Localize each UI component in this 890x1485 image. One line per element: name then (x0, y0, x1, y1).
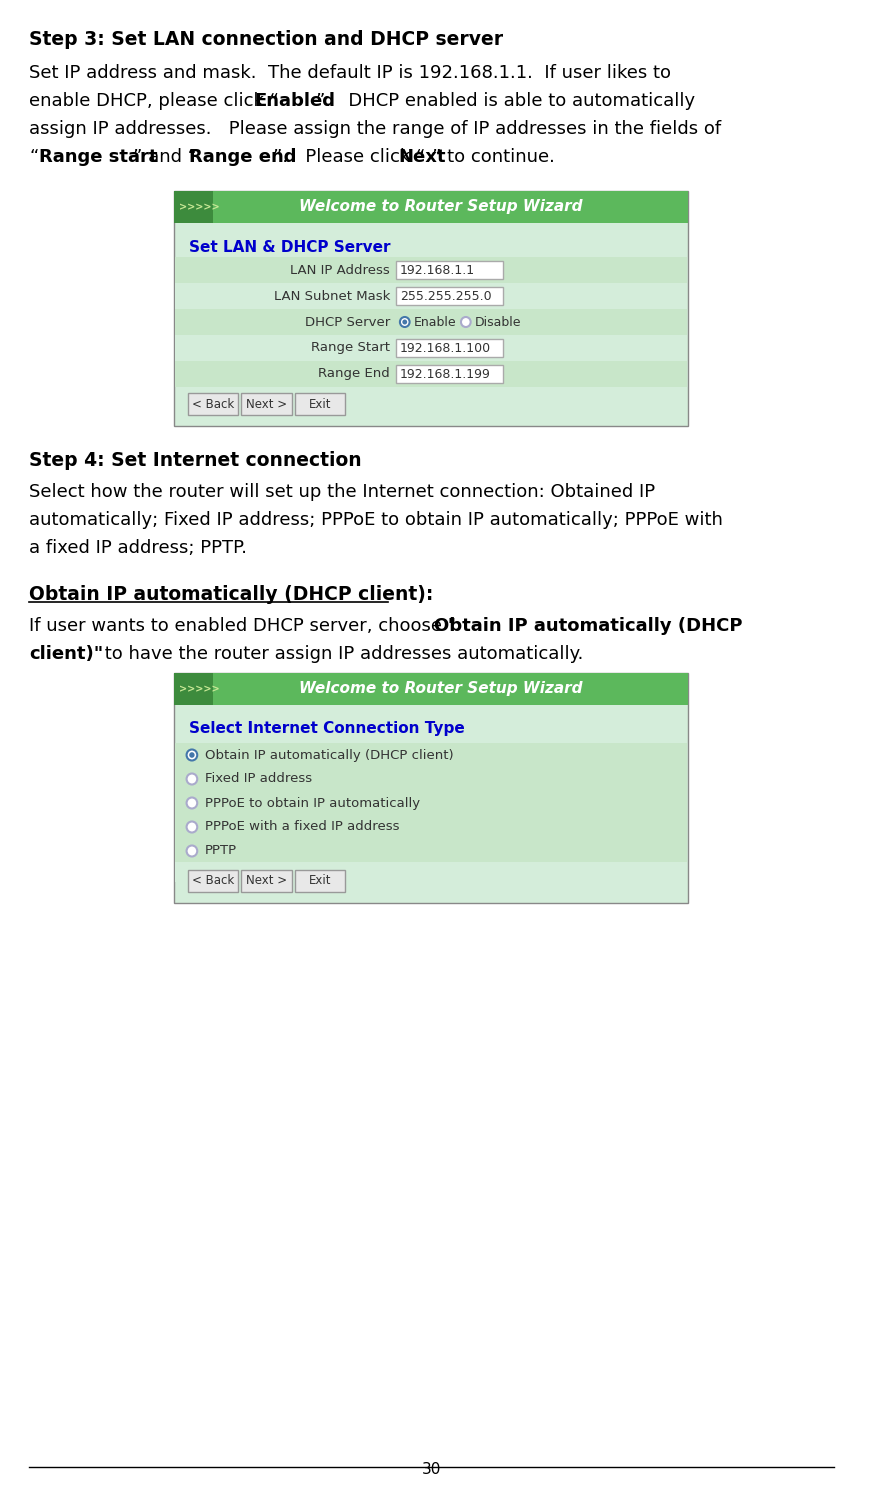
Text: to have the router assign IP addresses automatically.: to have the router assign IP addresses a… (99, 644, 583, 662)
Circle shape (190, 753, 195, 757)
Circle shape (402, 319, 408, 325)
FancyBboxPatch shape (188, 870, 239, 892)
Text: >>>>>: >>>>> (179, 202, 220, 212)
Circle shape (400, 316, 409, 327)
Text: PPTP: PPTP (205, 845, 237, 857)
Text: “: “ (29, 148, 38, 166)
Text: Set IP address and mask.  The default IP is 192.168.1.1.  If user likes to: Set IP address and mask. The default IP … (29, 64, 671, 82)
Text: Obtain IP automatically (DHCP client): Obtain IP automatically (DHCP client) (205, 748, 453, 762)
Text: Step 4: Set Internet connection: Step 4: Set Internet connection (29, 451, 361, 469)
Text: ” and “: ” and “ (133, 148, 197, 166)
Text: Obtain IP automatically (DHCP client):: Obtain IP automatically (DHCP client): (29, 585, 433, 604)
FancyBboxPatch shape (175, 861, 687, 882)
Text: PPPoE to obtain IP automatically: PPPoE to obtain IP automatically (205, 796, 419, 809)
Text: Set LAN & DHCP Server: Set LAN & DHCP Server (189, 239, 391, 254)
Text: assign IP addresses.   Please assign the range of IP addresses in the fields of: assign IP addresses. Please assign the r… (29, 120, 721, 138)
Text: Next >: Next > (246, 398, 287, 410)
FancyBboxPatch shape (175, 839, 687, 863)
Text: Step 3: Set LAN connection and DHCP server: Step 3: Set LAN connection and DHCP serv… (29, 30, 503, 49)
FancyBboxPatch shape (175, 815, 687, 839)
Text: client)": client)" (29, 644, 103, 662)
Text: Enable: Enable (414, 315, 456, 328)
Text: < Back: < Back (192, 398, 234, 410)
Text: 30: 30 (422, 1463, 441, 1478)
FancyBboxPatch shape (396, 287, 503, 304)
FancyBboxPatch shape (175, 766, 687, 792)
Text: ”.   DHCP enabled is able to automatically: ”. DHCP enabled is able to automatically (316, 92, 695, 110)
Text: enable DHCP, please click “: enable DHCP, please click “ (29, 92, 279, 110)
FancyBboxPatch shape (174, 673, 688, 705)
Circle shape (461, 316, 471, 327)
Circle shape (187, 750, 198, 760)
Text: Enabled: Enabled (254, 92, 335, 110)
FancyBboxPatch shape (175, 742, 687, 766)
Text: Select Internet Connection Type: Select Internet Connection Type (189, 722, 465, 737)
Text: Select how the router will set up the Internet connection: Obtained IP: Select how the router will set up the In… (29, 483, 655, 500)
Text: >>>>>: >>>>> (179, 685, 220, 693)
FancyBboxPatch shape (175, 257, 687, 284)
Text: DHCP Server: DHCP Server (305, 315, 390, 328)
Text: Exit: Exit (309, 875, 331, 888)
Text: LAN Subnet Mask: LAN Subnet Mask (274, 290, 390, 303)
Circle shape (187, 821, 198, 833)
Text: Obtain IP automatically (DHCP: Obtain IP automatically (DHCP (434, 616, 743, 636)
Text: 192.168.1.199: 192.168.1.199 (400, 367, 490, 380)
Text: Fixed IP address: Fixed IP address (205, 772, 312, 786)
Text: Range start: Range start (39, 148, 158, 166)
Circle shape (187, 845, 198, 857)
Text: ” to continue.: ” to continue. (433, 148, 555, 166)
FancyBboxPatch shape (174, 192, 214, 223)
Text: automatically; Fixed IP address; PPPoE to obtain IP automatically; PPPoE with: automatically; Fixed IP address; PPPoE t… (29, 511, 723, 529)
Text: PPPoE with a fixed IP address: PPPoE with a fixed IP address (205, 821, 399, 833)
FancyBboxPatch shape (175, 361, 687, 388)
FancyBboxPatch shape (295, 870, 345, 892)
FancyBboxPatch shape (295, 394, 345, 414)
Text: Range Start: Range Start (312, 342, 390, 355)
Text: Range End: Range End (319, 367, 390, 380)
Text: If user wants to enabled DHCP server, choose ": If user wants to enabled DHCP server, ch… (29, 616, 457, 636)
FancyBboxPatch shape (174, 192, 688, 223)
FancyBboxPatch shape (396, 339, 503, 356)
FancyBboxPatch shape (174, 673, 214, 705)
Text: 192.168.1.100: 192.168.1.100 (400, 342, 491, 355)
Text: Welcome to Router Setup Wizard: Welcome to Router Setup Wizard (299, 682, 583, 696)
FancyBboxPatch shape (241, 394, 292, 414)
Text: Next: Next (399, 148, 446, 166)
FancyBboxPatch shape (396, 261, 503, 279)
FancyBboxPatch shape (175, 792, 687, 815)
FancyBboxPatch shape (175, 284, 687, 309)
FancyBboxPatch shape (175, 309, 687, 336)
Text: LAN IP Address: LAN IP Address (290, 263, 390, 276)
FancyBboxPatch shape (175, 336, 687, 361)
Circle shape (187, 774, 198, 784)
Text: ”.   Please click “: ”. Please click “ (273, 148, 425, 166)
Text: Welcome to Router Setup Wizard: Welcome to Router Setup Wizard (299, 199, 583, 214)
Text: Disable: Disable (474, 315, 521, 328)
Text: Next >: Next > (246, 875, 287, 888)
FancyBboxPatch shape (174, 192, 688, 426)
FancyBboxPatch shape (396, 365, 503, 383)
Text: < Back: < Back (192, 875, 234, 888)
FancyBboxPatch shape (241, 870, 292, 892)
FancyBboxPatch shape (174, 673, 688, 903)
Text: Range end: Range end (189, 148, 296, 166)
Text: 255.255.255.0: 255.255.255.0 (400, 290, 491, 303)
FancyBboxPatch shape (188, 394, 239, 414)
Text: a fixed IP address; PPTP.: a fixed IP address; PPTP. (29, 539, 247, 557)
Circle shape (187, 797, 198, 808)
Text: Exit: Exit (309, 398, 331, 410)
Text: 192.168.1.1: 192.168.1.1 (400, 263, 475, 276)
